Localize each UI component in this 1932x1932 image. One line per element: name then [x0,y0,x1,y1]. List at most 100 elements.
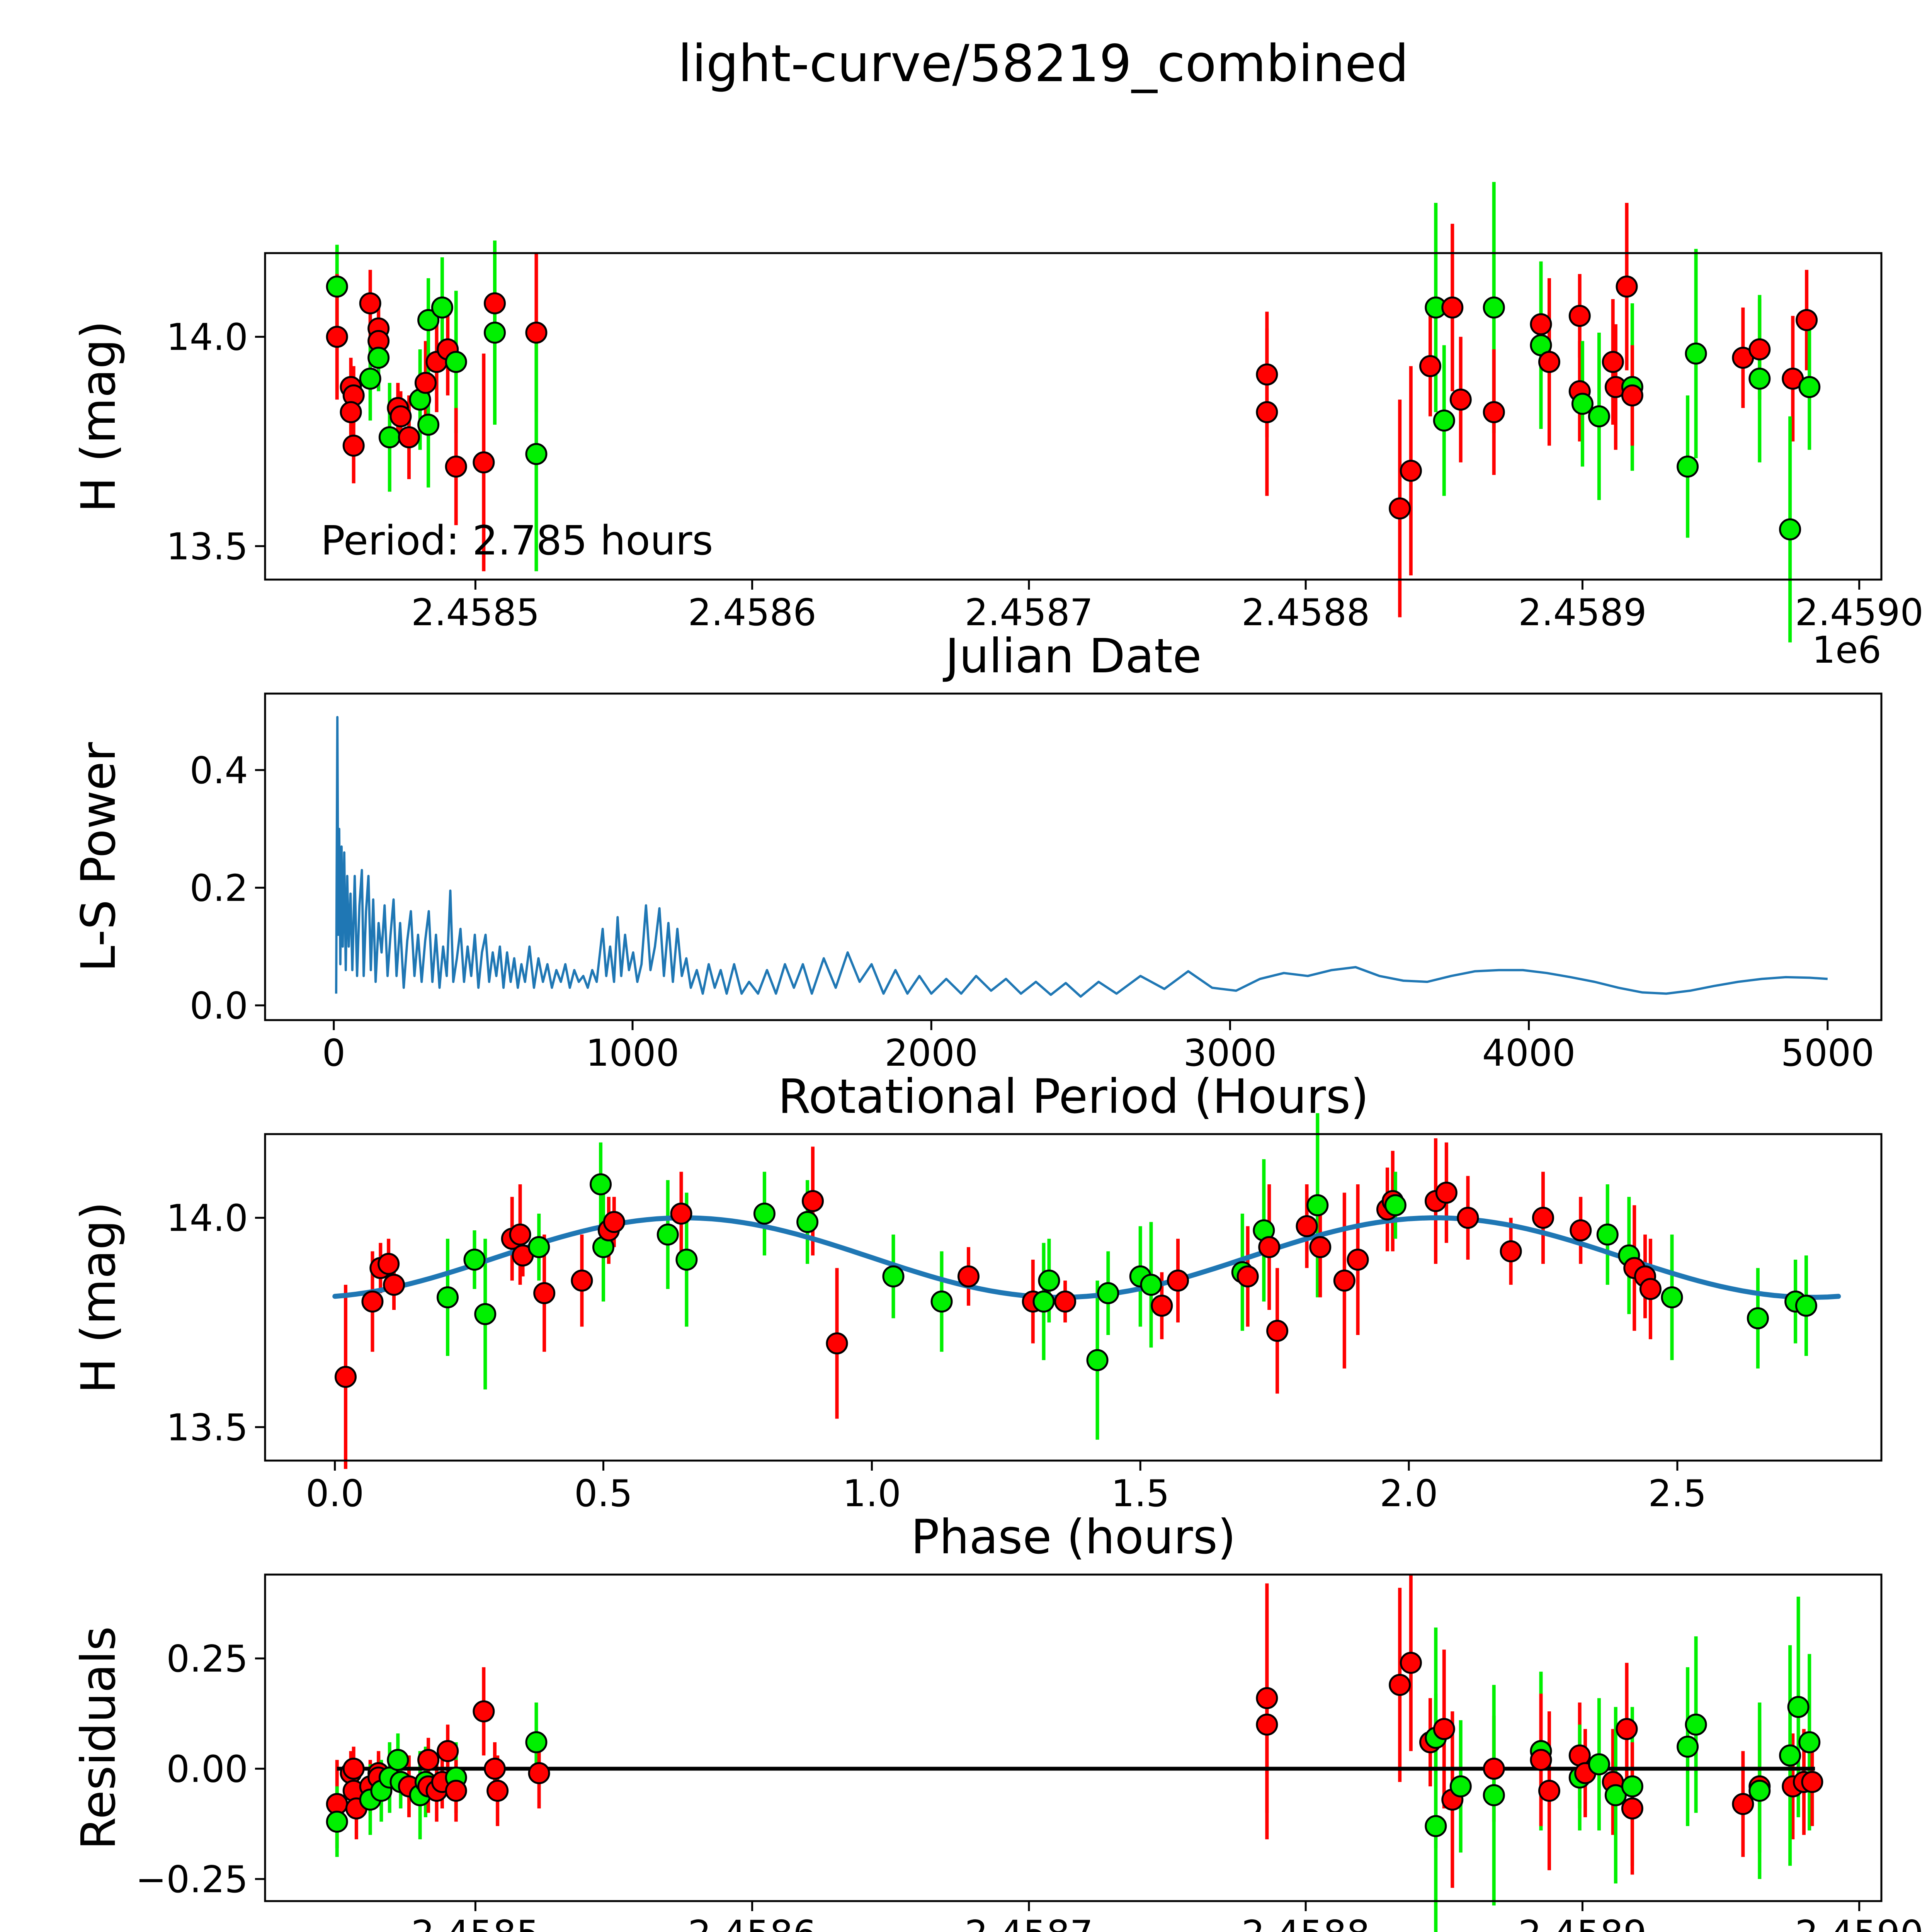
data-point [1787,1696,1810,1718]
data-point [445,351,467,373]
subplot-phase: 0.0 0.5 1.0 1.5 2.0 2.5 13.5 14.0 [166,1113,1883,1515]
data-point [1389,1673,1411,1696]
x-tick-label: 2.4589 [1518,1913,1646,1932]
data-point [957,1265,980,1287]
data-point [1568,305,1591,327]
x-tick-label: 1.5 [1111,1473,1170,1515]
data-point [1570,1219,1592,1242]
data-point [1661,1286,1683,1308]
data-point [1538,1780,1560,1802]
data-point [486,1780,509,1802]
data-point [1425,1815,1447,1837]
data-point [1457,1207,1479,1229]
data-point [1798,376,1821,398]
y-tick-label: 13.5 [166,526,248,568]
data-point [1483,401,1505,423]
data-point [1258,1236,1281,1258]
data-point [1530,1749,1552,1771]
data-point [361,1290,384,1313]
data-point [525,1731,548,1753]
data-point [463,1248,486,1271]
data-point [1639,1278,1662,1300]
data-point [1266,1320,1289,1342]
data-point [414,372,437,394]
data-point [1747,1307,1769,1330]
x-tick-label: 2.5 [1648,1473,1706,1515]
data-point [1256,1713,1278,1736]
data-point [525,443,548,465]
data-point [436,1286,459,1308]
x-tick-label: 2000 [884,1032,978,1075]
x-offset-label: 1e6 [1812,629,1881,672]
subplot-residuals: 2.4585 2.4586 2.4587 2.4588 2.4589 2.4590 −0.2… [136,1573,1923,1932]
data-point [1435,1182,1458,1204]
data-point [1038,1269,1060,1292]
data-point [1685,1713,1707,1736]
data-point [1400,1651,1422,1674]
data-point [1530,313,1552,335]
data-point [383,1274,405,1296]
data-point [1306,1194,1329,1216]
data-point [398,426,420,449]
data-point [1538,351,1560,373]
axes-frame [264,1133,1883,1462]
x-tick-label: 2.4589 [1518,592,1646,634]
x-tick-label: 2.4587 [965,592,1093,634]
x-tick-label: 0 [322,1032,345,1075]
y-tick-label: 0.25 [166,1638,248,1680]
data-point [1685,342,1707,365]
data-point [1086,1349,1109,1371]
data-point [1441,296,1464,319]
axes-frame [264,1573,1883,1902]
data-point [1483,296,1505,319]
data-point [1748,338,1771,361]
subplot-periodogram: 0 1000 2000 3000 4000 5000 0.0 0.2 0.4 [190,692,1883,1075]
y-tick-label: 0.00 [166,1748,248,1791]
data-point [675,1248,698,1271]
data-point [1677,1735,1699,1758]
data-point [1483,1784,1505,1806]
data-point [1621,1775,1643,1798]
data-point [1256,401,1278,423]
data-point [826,1332,848,1355]
data-point [1602,351,1624,373]
data-point [484,321,506,344]
data-point [590,1173,612,1196]
y-tick-label: 14.0 [166,1197,248,1240]
data-point [389,405,412,427]
data-point [1801,1771,1823,1793]
data-point [1571,393,1594,415]
data-point [1433,409,1455,432]
data-point [571,1269,593,1292]
data-point [1151,1294,1173,1317]
x-tick-label: 5000 [1781,1032,1874,1075]
data-point [882,1265,905,1287]
data-point [342,1757,365,1780]
data-point [1309,1236,1332,1258]
data-point [1621,1797,1643,1820]
data-point [431,296,453,319]
x-tick-label: 1000 [586,1032,679,1075]
data-point [1097,1282,1119,1304]
axes-frame [264,252,1883,581]
data-point [1384,1194,1406,1216]
axes-frame [264,692,1883,1021]
data-point [1236,1265,1259,1287]
data-point [528,1236,550,1258]
data-point [417,413,440,436]
x-tick-label: 2.4586 [688,592,816,634]
data-point [1296,1215,1318,1237]
xlabel-lightcurve: Julian Date [945,629,1202,684]
data-point [326,1810,348,1833]
data-point [1449,1775,1472,1798]
ylabel-phase: H (mag) [71,1201,126,1394]
data-point [1032,1290,1055,1313]
data-point [670,1202,692,1225]
data-point [340,401,362,423]
data-point [326,276,348,298]
data-point [796,1211,819,1233]
data-point [1500,1240,1522,1262]
y-tick-label: 13.5 [166,1406,248,1449]
